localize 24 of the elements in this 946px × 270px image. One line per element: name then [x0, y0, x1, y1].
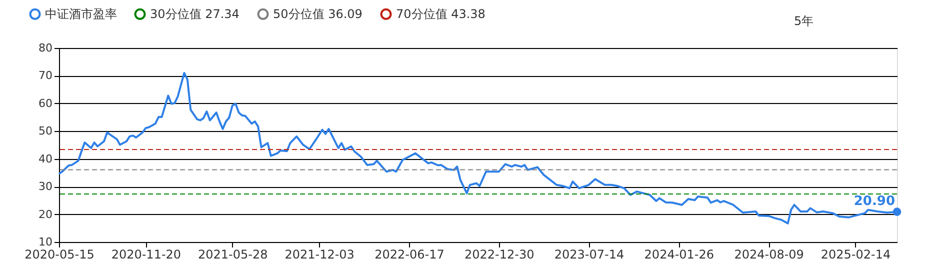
- y-tick-label: 40: [38, 152, 52, 166]
- legend-label: 中证酒市盈率: [45, 7, 117, 22]
- x-tick-label: 2024-01-26: [644, 248, 714, 262]
- x-tick-label: 2024-08-09: [734, 248, 804, 262]
- y-tick-label: 20: [38, 208, 52, 221]
- legend-label: 70分位值 43.38: [396, 7, 486, 22]
- y-tick-label: 80: [38, 42, 52, 54]
- x-tick-label: 2021-05-28: [198, 248, 268, 262]
- y-tick-label: 60: [38, 96, 52, 110]
- y-tick-label: 30: [38, 180, 52, 194]
- y-tick-label: 70: [38, 69, 52, 82]
- y-tick-label: 50: [38, 124, 52, 138]
- x-tick-label: 2022-12-30: [464, 248, 534, 262]
- x-tick-label: 2020-11-20: [111, 248, 182, 262]
- legend-label: 50分位值 36.09: [273, 7, 362, 22]
- x-tick-label: 2022-06-17: [374, 248, 444, 262]
- x-tick-label: 2020-05-15: [24, 248, 94, 262]
- legend-label: 30分位值 27.34: [150, 7, 240, 22]
- data-label: 20.90: [854, 194, 895, 209]
- x-tick-label: 2023-07-14: [554, 248, 624, 262]
- x-tick-label: 2025-02-14: [820, 248, 891, 262]
- text: 5年: [794, 14, 814, 28]
- x-tick-label: 2021-12-03: [284, 248, 354, 262]
- y-tick-label: 10: [38, 236, 52, 248]
